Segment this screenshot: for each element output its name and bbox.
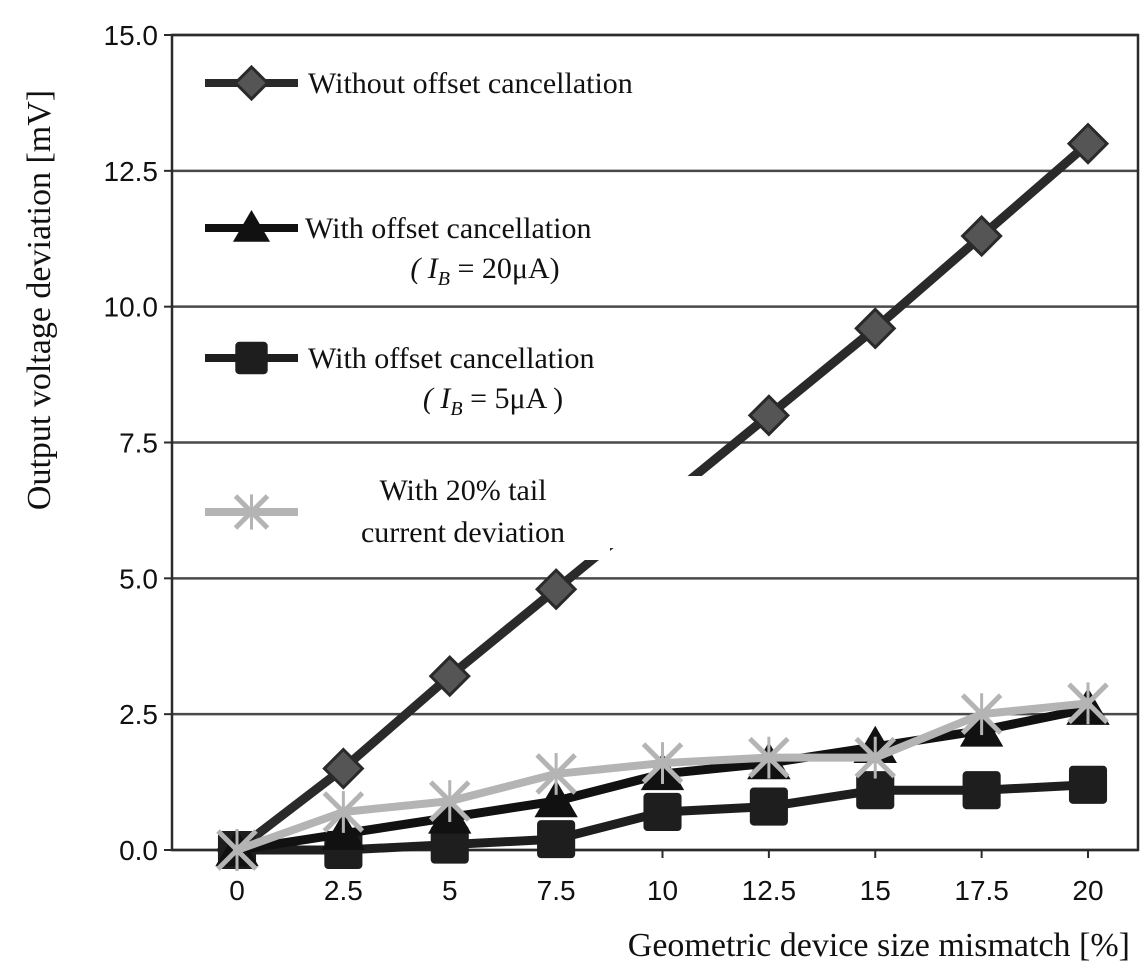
data-point [535, 753, 577, 795]
data-point [960, 693, 1003, 736]
x-tick-label: 10 [647, 875, 678, 906]
data-point [1068, 765, 1108, 804]
y-axis-title: Output voltage deviation [mV] [21, 90, 58, 510]
legend-label: current deviation [361, 516, 565, 549]
y-tick-label: 2.5 [119, 699, 158, 730]
x-tick-label: 12.5 [742, 875, 797, 906]
legend-marker [235, 341, 268, 375]
data-point [216, 829, 258, 871]
data-point [854, 307, 897, 350]
legend-entry: Without offset cancellation [195, 47, 715, 119]
data-point [962, 771, 1001, 810]
legend-label: Without offset cancellation [308, 67, 633, 100]
y-tick-label: 15.0 [104, 20, 159, 51]
data-point [747, 394, 790, 437]
data-point [534, 780, 578, 818]
legend-bg [320, 460, 610, 560]
legend-label: ( IB = 20μA) [410, 252, 559, 290]
y-tick-label: 5.0 [119, 563, 158, 594]
data-point [748, 736, 790, 779]
y-tick-label: 0.0 [119, 835, 158, 866]
x-tick-label: 5 [442, 875, 458, 906]
x-tick-label: 2.5 [324, 875, 363, 906]
legend-entry: With offset cancellation ( IB = 5μA ) [195, 322, 715, 420]
x-tick-label: 20 [1072, 875, 1103, 906]
x-tick-label: 15 [860, 875, 891, 906]
legend-marker [233, 64, 270, 102]
data-point [428, 780, 471, 822]
y-tick-label: 12.5 [104, 156, 159, 187]
legend: Without offset cancellation With offset c… [195, 47, 715, 560]
legend-label: With offset cancellation [308, 342, 594, 375]
data-point [535, 568, 578, 611]
data-point [537, 820, 576, 859]
x-tick-label: 7.5 [537, 875, 576, 906]
legend-marker [233, 494, 270, 530]
legend-bg [393, 376, 603, 420]
series-x [216, 682, 1109, 871]
axis-layer: 0.0 2.5 5.0 7.5 10.0 12.5 15.0 0 2.5 5 7.5 10 12.5 15… [104, 20, 1104, 906]
data-point [960, 214, 1003, 258]
x-tick-label: 17.5 [954, 875, 1009, 906]
data-point [641, 742, 684, 784]
legend-entry: With 20% tail current deviation [195, 460, 715, 560]
data-point [854, 736, 897, 779]
data-point [428, 655, 471, 698]
x-tick-label: 0 [229, 875, 245, 906]
data-point [749, 787, 788, 826]
legend-label: With 20% tail [379, 474, 546, 507]
data-point [1067, 682, 1109, 725]
data-point [322, 791, 365, 833]
x-axis-title: Geometric device size mismatch [%] [628, 927, 1130, 964]
data-point [1066, 122, 1110, 165]
legend-entry: With offset cancellation ( IB = 20μA) [195, 192, 715, 290]
y-tick-label: 10.0 [104, 292, 159, 323]
legend-marker [232, 210, 271, 242]
legend-bg [385, 246, 595, 290]
legend-label: ( IB = 5μA ) [423, 382, 563, 420]
y-tick-label: 7.5 [119, 428, 158, 459]
series-square [217, 765, 1108, 870]
data-point [643, 792, 682, 832]
data-point [322, 747, 365, 790]
legend-label: With offset cancellation [305, 212, 591, 245]
